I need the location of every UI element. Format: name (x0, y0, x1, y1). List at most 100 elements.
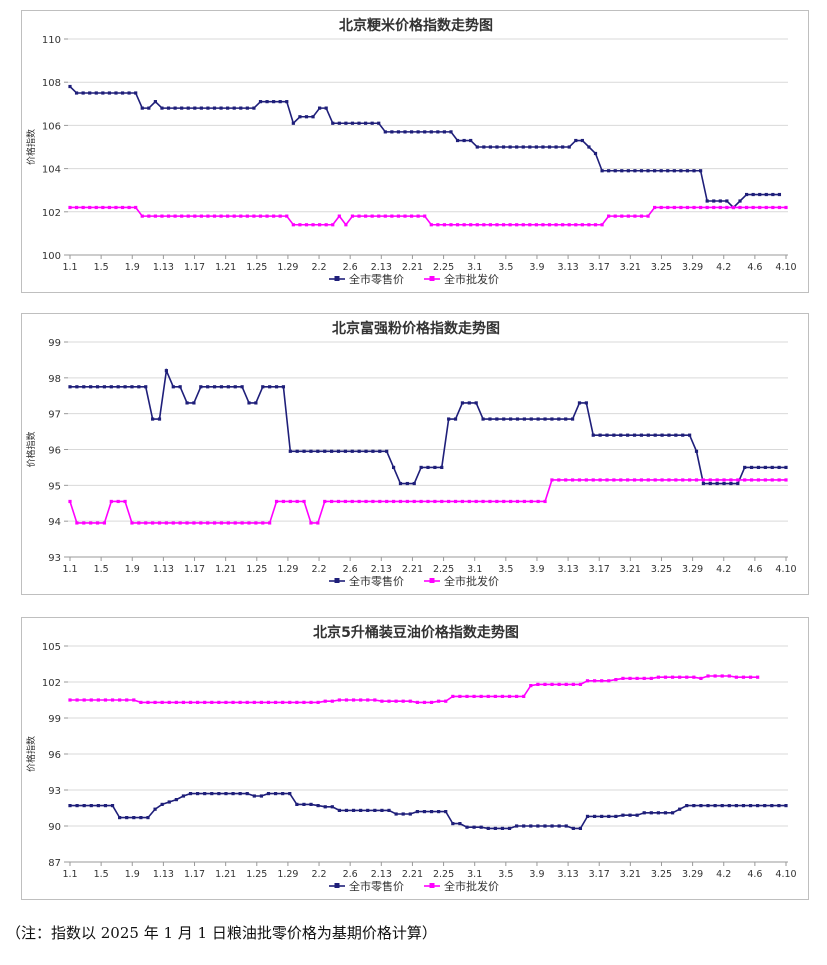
data-point-0 (403, 130, 407, 134)
data-point-1 (614, 678, 618, 682)
data-point-1 (743, 478, 747, 482)
data-point-0 (469, 138, 473, 143)
data-point-0 (722, 481, 726, 486)
data-point-1 (554, 223, 558, 227)
x-tick-label: 3.13 (558, 262, 579, 273)
legend-item-1: 全市批发价 (424, 879, 499, 893)
data-point-0 (130, 385, 134, 389)
data-point-0 (455, 138, 460, 143)
data-point-0 (660, 433, 664, 437)
data-point-0 (193, 106, 197, 110)
data-point-1 (196, 700, 200, 704)
x-tick-label: 4.10 (775, 564, 796, 575)
data-point-1 (188, 700, 193, 704)
data-point-1 (259, 700, 264, 704)
data-point-0 (398, 481, 403, 486)
data-point-0 (536, 824, 540, 828)
data-point-1 (240, 521, 244, 525)
data-point-0 (324, 106, 328, 110)
data-point-0 (359, 808, 363, 812)
data-point-1 (385, 499, 389, 504)
data-point-0 (653, 433, 657, 437)
data-point-1 (217, 700, 221, 704)
y-tick-label: 96 (48, 446, 61, 457)
data-point-1 (621, 676, 625, 680)
data-point-1 (455, 223, 460, 227)
series-line-0 (69, 85, 780, 209)
data-point-0 (502, 417, 506, 421)
data-point-1 (529, 499, 533, 504)
x-tick-label: 3.21 (620, 869, 641, 880)
data-point-0 (254, 401, 258, 405)
data-point-1 (89, 698, 93, 702)
data-point-0 (274, 385, 279, 389)
data-point-1 (330, 699, 334, 703)
data-point-0 (167, 800, 171, 804)
data-point-0 (564, 417, 568, 421)
data-point-0 (536, 417, 540, 421)
data-point-1 (749, 478, 754, 482)
data-point-0 (330, 449, 334, 453)
data-point-0 (488, 145, 493, 149)
data-point-0 (174, 798, 178, 802)
data-point-1 (741, 675, 746, 679)
data-point-1 (153, 700, 157, 704)
data-point-1 (667, 478, 671, 482)
legend-swatch-marker (429, 883, 435, 888)
data-point-1 (670, 675, 675, 679)
data-point-0 (437, 810, 441, 814)
data-point-0 (350, 121, 355, 125)
data-point-1 (357, 214, 361, 218)
data-point-0 (646, 169, 650, 173)
legend-swatch-marker (334, 276, 340, 281)
x-tick-label: 2.6 (343, 869, 358, 880)
data-point-0 (258, 100, 263, 104)
data-point-1 (116, 499, 120, 504)
data-point-1 (102, 521, 107, 525)
data-point-0 (681, 433, 685, 437)
data-point-1 (515, 694, 519, 698)
x-tick-label: 3.13 (558, 869, 579, 880)
data-point-1 (81, 205, 85, 210)
data-point-0 (585, 814, 590, 818)
data-point-0 (357, 449, 361, 453)
data-point-1 (646, 478, 650, 482)
data-point-1 (268, 521, 272, 525)
data-point-1 (557, 478, 561, 482)
data-point-1 (488, 223, 493, 227)
data-point-1 (210, 700, 214, 704)
data-point-0 (598, 433, 602, 437)
data-point-0 (639, 169, 644, 173)
x-tick-label: 1.5 (94, 262, 109, 273)
data-point-0 (501, 145, 506, 149)
x-tick-label: 1.29 (277, 869, 298, 880)
x-tick-label: 2.25 (433, 262, 454, 273)
data-point-0 (343, 449, 347, 453)
data-point-0 (571, 826, 575, 830)
data-point-1 (557, 682, 561, 686)
data-point-0 (451, 822, 455, 826)
series-line-1 (70, 675, 758, 704)
data-point-1 (298, 223, 302, 227)
data-point-0 (181, 794, 186, 798)
data-point-1 (278, 214, 282, 218)
data-point-1 (416, 214, 420, 218)
data-point-1 (231, 700, 235, 704)
data-point-1 (110, 698, 115, 702)
data-point-1 (331, 223, 335, 227)
data-point-0 (89, 385, 93, 389)
data-point-0 (295, 802, 299, 806)
y-tick-label: 96 (48, 750, 61, 761)
series-line-1 (70, 206, 786, 227)
data-point-0 (116, 385, 120, 389)
data-point-0 (777, 192, 782, 197)
data-point-1 (224, 700, 228, 704)
rice-y-axis-label: 价格指数 (25, 129, 37, 165)
x-tick-label: 4.6 (747, 869, 762, 880)
data-point-0 (273, 792, 278, 796)
data-point-0 (132, 816, 136, 820)
data-point-1 (507, 694, 512, 698)
data-point-0 (151, 417, 155, 421)
data-point-0 (727, 804, 731, 808)
y-tick-label: 93 (48, 553, 61, 564)
